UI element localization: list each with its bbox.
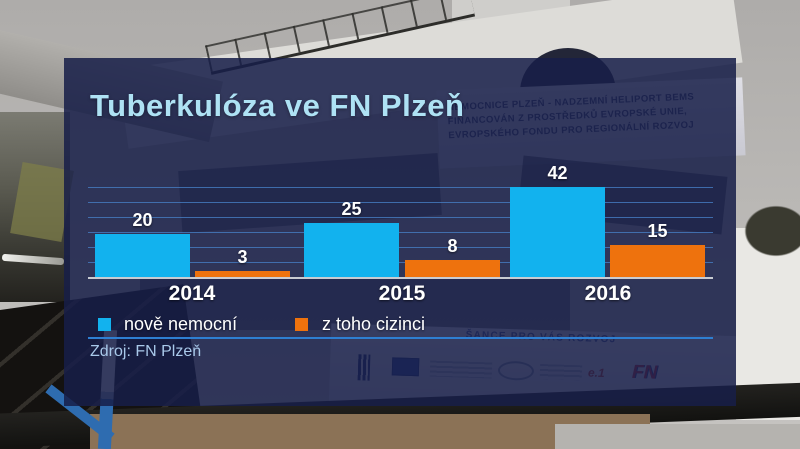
legend-label-z-toho-cizinci: z toho cizinci <box>322 314 426 334</box>
light-path <box>555 424 800 449</box>
value-label: 15 <box>647 220 668 241</box>
category-label-2015: 2015 <box>378 282 426 305</box>
value-label: 3 <box>237 246 248 267</box>
bar-2014-z-toho-cizinci <box>195 270 290 277</box>
bar-2014-nove-nemocni <box>95 234 190 277</box>
chart-gridline <box>88 232 713 233</box>
value-label: 20 <box>132 210 153 231</box>
x-axis-baseline <box>88 277 713 279</box>
chart-panel: Tuberkulóza ve FN Plzeň 20 3 2014 25 8 2015 42… <box>64 58 736 406</box>
bar-2016-z-toho-cizinci <box>610 244 705 277</box>
value-label: 25 <box>341 199 362 220</box>
legend-swatch-nove-nemocni <box>98 318 111 331</box>
legend-swatch-z-toho-cizinci <box>295 318 308 331</box>
bar-2015-z-toho-cizinci <box>405 259 500 277</box>
separator-line <box>88 337 713 339</box>
value-label: 42 <box>547 163 568 183</box>
source-label: Zdroj: FN Plzeň <box>90 343 202 360</box>
chart-gridline <box>88 202 713 203</box>
chart-gridline <box>88 217 713 218</box>
chart-gridline <box>88 262 713 263</box>
bar-2015-nove-nemocni <box>304 223 399 277</box>
chart-gridline <box>88 187 713 188</box>
category-label-2016: 2016 <box>584 282 632 305</box>
category-label-2014: 2014 <box>168 282 216 305</box>
chart-title: Tuberkulóza ve FN Plzeň <box>90 88 465 123</box>
chart-gridline <box>88 247 713 248</box>
bush <box>740 202 800 260</box>
value-label: 8 <box>447 235 458 256</box>
bar-2016-nove-nemocni <box>510 187 605 277</box>
legend-label-nove-nemocni: nově nemocní <box>124 314 238 334</box>
